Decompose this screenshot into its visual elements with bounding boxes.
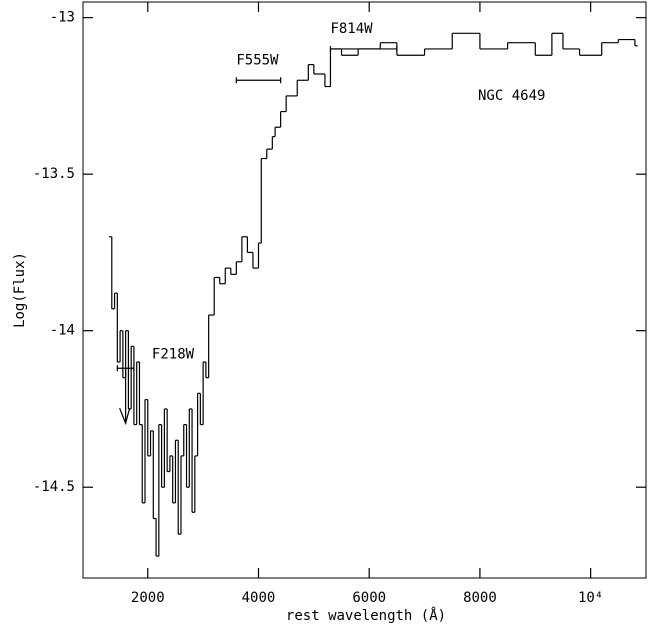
x-axis-label: rest wavelength (Å) bbox=[286, 607, 446, 624]
x-tick-label: 4000 bbox=[242, 590, 276, 606]
y-tick-label: -14 bbox=[50, 323, 75, 339]
filter-label: F218W bbox=[152, 346, 195, 362]
x-tick-label: 2000 bbox=[131, 590, 165, 606]
filter-label: F814W bbox=[330, 21, 373, 37]
y-axis-label: Log(Flux) bbox=[12, 252, 28, 328]
y-tick-label: -14.5 bbox=[33, 479, 75, 495]
arrow-head bbox=[119, 408, 131, 426]
x-tick-label: 6000 bbox=[352, 590, 386, 606]
y-tick-label: -13 bbox=[50, 10, 75, 26]
plot-frame bbox=[82, 1, 647, 579]
x-tick-label: 10⁴ bbox=[578, 590, 603, 606]
series-label: NGC 4649 bbox=[478, 88, 545, 104]
filter-label: F555W bbox=[236, 52, 279, 68]
y-tick-label: -13.5 bbox=[33, 166, 75, 182]
x-tick-label: 8000 bbox=[463, 590, 497, 606]
